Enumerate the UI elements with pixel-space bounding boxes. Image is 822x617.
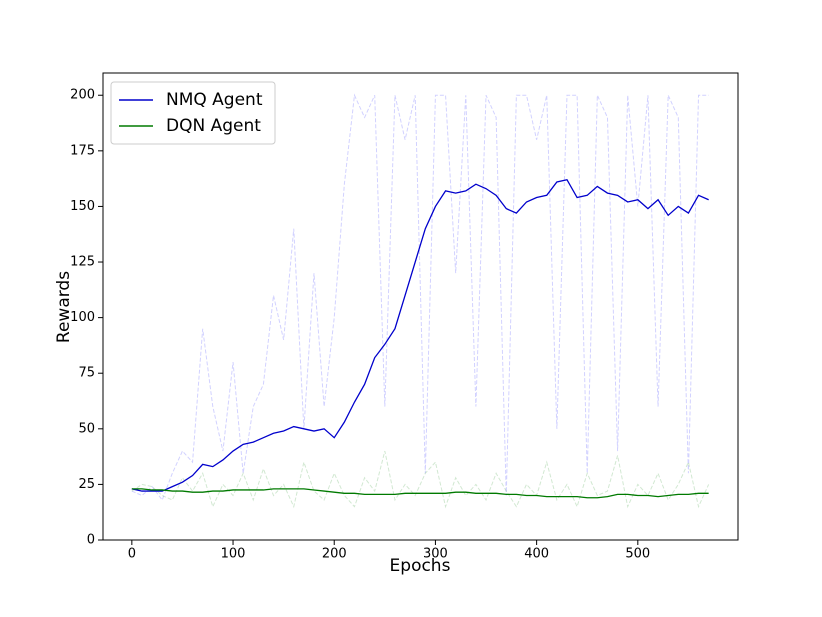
y-tick-label: 175 — [70, 143, 95, 158]
y-axis-label: Rewards — [54, 271, 74, 343]
legend-box — [110, 81, 276, 145]
plot-frame — [102, 72, 739, 541]
y-tick-label: 25 — [78, 477, 95, 492]
y-tick-label: 100 — [70, 310, 95, 325]
x-tick-label: 200 — [322, 547, 347, 562]
series-line — [131, 488, 709, 499]
x-tick-label: 300 — [423, 547, 448, 562]
raw-series-line — [131, 93, 709, 501]
y-tick-label: 50 — [78, 421, 95, 436]
legend-label: DQN Agent — [166, 116, 261, 136]
x-axis-label: Epochs — [390, 556, 451, 576]
x-tick-label: 500 — [625, 547, 650, 562]
series-line — [131, 179, 709, 492]
y-tick-label: 75 — [78, 366, 95, 381]
y-tick-label: 0 — [87, 533, 95, 548]
x-tick-label: 0 — [128, 547, 136, 562]
x-tick-label: 400 — [524, 547, 549, 562]
raw-series-line — [131, 450, 710, 509]
x-tick-label: 100 — [221, 547, 246, 562]
y-tick-label: 200 — [70, 88, 95, 103]
legend-label: NMQ Agent — [166, 90, 263, 110]
y-tick-label: 150 — [70, 199, 95, 214]
y-tick-label: 125 — [70, 255, 95, 270]
